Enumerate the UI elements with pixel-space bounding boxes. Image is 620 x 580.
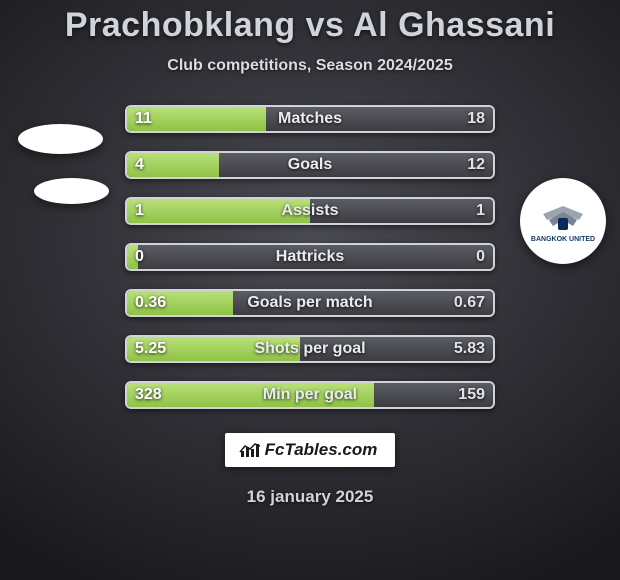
stat-value-left: 0 [135, 248, 144, 266]
subtitle: Club competitions, Season 2024/2025 [167, 57, 452, 75]
stat-row: Goals 4 12 [125, 151, 495, 179]
team-right-logo-text: BANGKOK UNITED [531, 236, 595, 243]
team-right-logo: BANGKOK UNITED [520, 178, 606, 264]
bar-right-fill [219, 153, 494, 177]
chart-icon [239, 441, 261, 459]
stat-label: Shots per goal [254, 340, 365, 358]
team-left-logo-2 [34, 178, 109, 204]
stat-row: Matches 11 18 [125, 105, 495, 133]
stat-row: Shots per goal 5.25 5.83 [125, 335, 495, 363]
stat-row: Min per goal 328 159 [125, 381, 495, 409]
stat-label: Goals [288, 156, 332, 174]
stat-label: Hattricks [276, 248, 344, 266]
stat-value-right: 5.83 [454, 340, 485, 358]
stat-value-right: 12 [467, 156, 485, 174]
page-title: Prachobklang vs Al Ghassani [65, 6, 555, 45]
stat-value-right: 0 [476, 248, 485, 266]
stats-chart: Matches1118Goals412Assists11Hattricks00G… [125, 105, 495, 409]
stat-label: Min per goal [263, 386, 357, 404]
stat-value-left: 11 [135, 110, 152, 128]
stat-row: Assists 1 1 [125, 197, 495, 225]
stat-row: Hattricks 0 0 [125, 243, 495, 271]
stat-value-left: 0.36 [135, 294, 166, 312]
brand-text: FcTables.com [265, 440, 378, 460]
date-text: 16 january 2025 [247, 487, 374, 507]
stat-value-right: 1 [476, 202, 485, 220]
stat-label: Matches [278, 110, 342, 128]
stat-row: Goals per match 0.36 0.67 [125, 289, 495, 317]
stat-value-right: 18 [467, 110, 485, 128]
team-left-logo-1 [18, 124, 103, 154]
stat-value-right: 159 [458, 386, 485, 404]
stat-value-right: 0.67 [454, 294, 485, 312]
stat-label: Assists [282, 202, 339, 220]
stat-value-left: 1 [135, 202, 144, 220]
brand-badge: FcTables.com [225, 433, 396, 467]
stat-label: Goals per match [247, 294, 372, 312]
stat-value-left: 4 [135, 156, 144, 174]
wings-icon [533, 200, 593, 236]
stat-value-left: 328 [135, 386, 162, 404]
stat-value-left: 5.25 [135, 340, 166, 358]
